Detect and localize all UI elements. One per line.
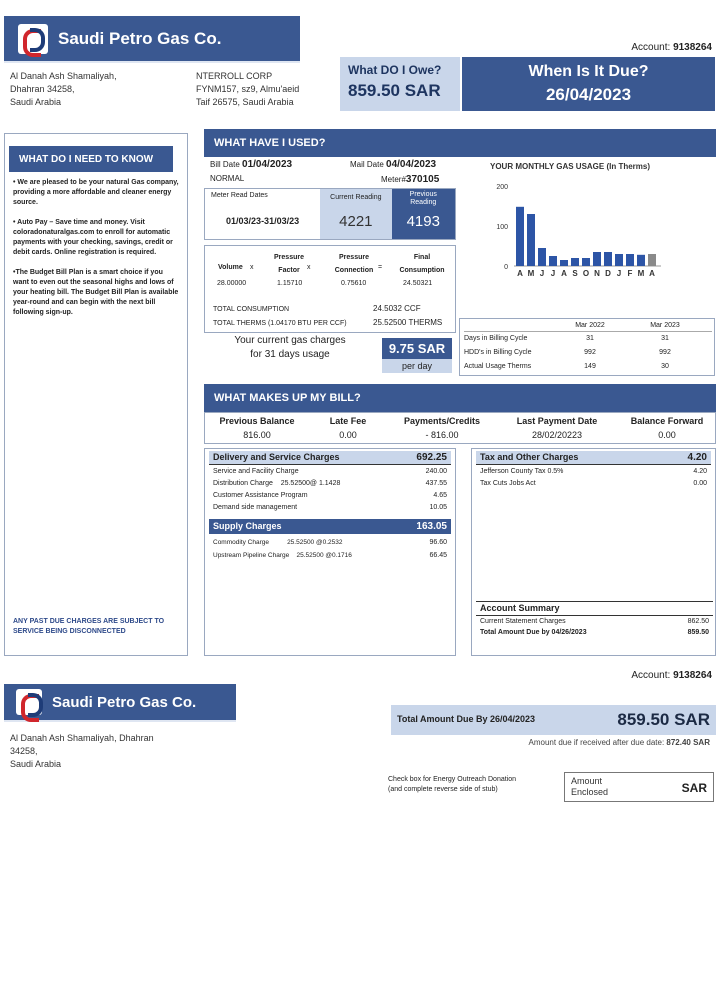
stub-address: Al Danah Ash Shamaliyah, Dhahran 34258, Sa… [10,733,154,769]
meter-readings: Meter Read Dates 01/03/23-31/03/23 Curre… [204,188,456,240]
usage-bar [604,252,612,266]
x-tick-label: A [649,269,655,278]
chart-title: YOUR MONTHLY GAS USAGE (In Therms) [490,162,651,171]
per-day-box: 9.75 SAR per day [382,338,452,376]
usage-bar [571,258,579,266]
usage-bar [648,254,656,266]
charge-row: Customer Assistance Program 4.65 [213,492,447,499]
account-summary-title: Account Summary [480,603,560,613]
total-therms: 25.52500 THERMS [373,318,443,327]
meter-number: Meter#370105 [381,174,440,185]
x-tick-label: J [540,269,544,278]
currency-label: SAR [681,781,707,795]
bill-makeup-title: WHAT MAKES UP MY BILL? [204,384,716,412]
x-tick-label: J [617,269,621,278]
disconnection-notice: ANY PAST DUE CHARGES ARE SUBJECT TO SERV… [13,618,165,635]
bill-date: Bill Date 01/04/2023 [210,159,293,170]
tax-panel: Tax and Other Charges 4.20 Jefferson Coun… [471,448,716,656]
company-address: Al Danah Ash Shamaliyah, Dhahran 34258, Sa… [10,71,117,107]
account-number: Account: 9138264 [631,42,712,53]
total-consumption: 24.5032 CCF [373,304,421,313]
previous-reading: 4193 [406,213,440,230]
summary-row: Total Amount Due by 04/26/2023 859.50 [480,629,709,636]
stub-total-due: Total Amount Due By 26/04/2023 859.50 SA… [391,705,716,735]
summary-row: Current Statement Charges 862.50 [480,618,709,625]
usage-bar [538,248,546,266]
usage-stats-table: Mar 2022 Mar 2023 Days in Billing Cycle … [459,318,715,376]
used-title: WHAT HAVE I USED? [204,129,716,157]
read-dates: 01/03/23-31/03/23 [226,216,300,226]
company-logo-icon [16,689,43,722]
x-tick-label: J [551,269,555,278]
tax-row: Jefferson County Tax 0.5% 4.20 [480,468,707,475]
x-tick-label: N [594,269,600,278]
usage-bar [637,254,645,266]
usage-bar [560,260,568,266]
tax-total: 4.20 [687,452,707,463]
usage-bar [549,256,557,266]
info-paragraph: • Auto Pay – Save time and money. Visit … [13,219,173,256]
x-tick-label: A [517,269,523,278]
late-amount: Amount due if received after due date: 8… [528,738,710,747]
charge-row: Service and Facility Charge 240.00 [213,468,447,475]
charge-row: Demand side management 10.05 [213,504,447,511]
usage-bar [626,254,634,266]
read-type: NORMAL [210,174,245,183]
x-tick-label: M [528,269,535,278]
tax-row: Tax Cuts Jobs Act 0.00 [480,480,707,487]
supply-total: 163.05 [416,521,447,532]
donation-checkbox-label[interactable]: Check box for Energy Outreach Donation (a… [388,776,517,793]
company-name: Saudi Petro Gas Co. [58,28,222,48]
usage-bar [615,254,623,266]
info-title: WHAT DO I NEED TO KNOW [9,146,173,172]
charge-row: Distribution Charge 25.52500@ 1.1428 437.… [213,480,447,487]
consumption-calc: Volume x Pressure Factor x Pressure Conn… [204,245,456,333]
y-tick-label: 200 [496,184,508,191]
usage-bar [582,258,590,266]
stub-account-number: Account: 9138264 [631,670,712,681]
company-logo-icon [18,23,48,57]
usage-bar [593,252,601,266]
customer-address: NTERROLL CORP FYNM157, sz9, Almu'aeid Taif… [196,71,300,107]
x-tick-label: F [628,269,633,278]
info-paragraph: •The Budget Bill Plan is a smart choice … [13,269,179,316]
delivery-total: 692.25 [416,452,447,463]
due-date-box: When Is It Due? 26/04/2023 [462,57,715,111]
x-tick-label: M [638,269,645,278]
company-logo: Saudi Petro Gas Co. [4,16,300,63]
charges-panel: Delivery and Service Charges 692.25 Servi… [204,448,456,656]
amount-owed-box: What DO I Owe? 859.50 SAR [340,57,460,111]
y-tick-label: 100 [496,224,508,231]
usage-bar [527,214,535,266]
y-tick-label: 0 [504,264,508,271]
x-tick-label: D [605,269,611,278]
info-sidebar: WHAT DO I NEED TO KNOW • We are pleased … [4,133,188,656]
charge-row: Commodity Charge 25.52500 @0.2532 96.60 [213,539,447,546]
charge-row: Upstream Pipeline Charge 25.52500 @0.171… [213,552,447,559]
mail-date: Mail Date 04/04/2023 [350,159,437,170]
amount-enclosed-field[interactable]: Amount Enclosed SAR [564,772,714,802]
charges-summary-text: Your current gas charges for 31 days usag… [234,335,346,360]
current-reading: 4221 [339,213,373,230]
info-paragraph: • We are pleased to be your natural Gas … [13,179,179,206]
stub-company-logo: Saudi Petro Gas Co. [4,684,236,722]
usage-bar [516,206,524,266]
x-tick-label: O [583,269,589,278]
x-tick-label: S [572,269,578,278]
x-tick-label: A [561,269,567,278]
bill-makeup-table: Previous Balance Late Fee Payments/Credi… [204,412,716,444]
